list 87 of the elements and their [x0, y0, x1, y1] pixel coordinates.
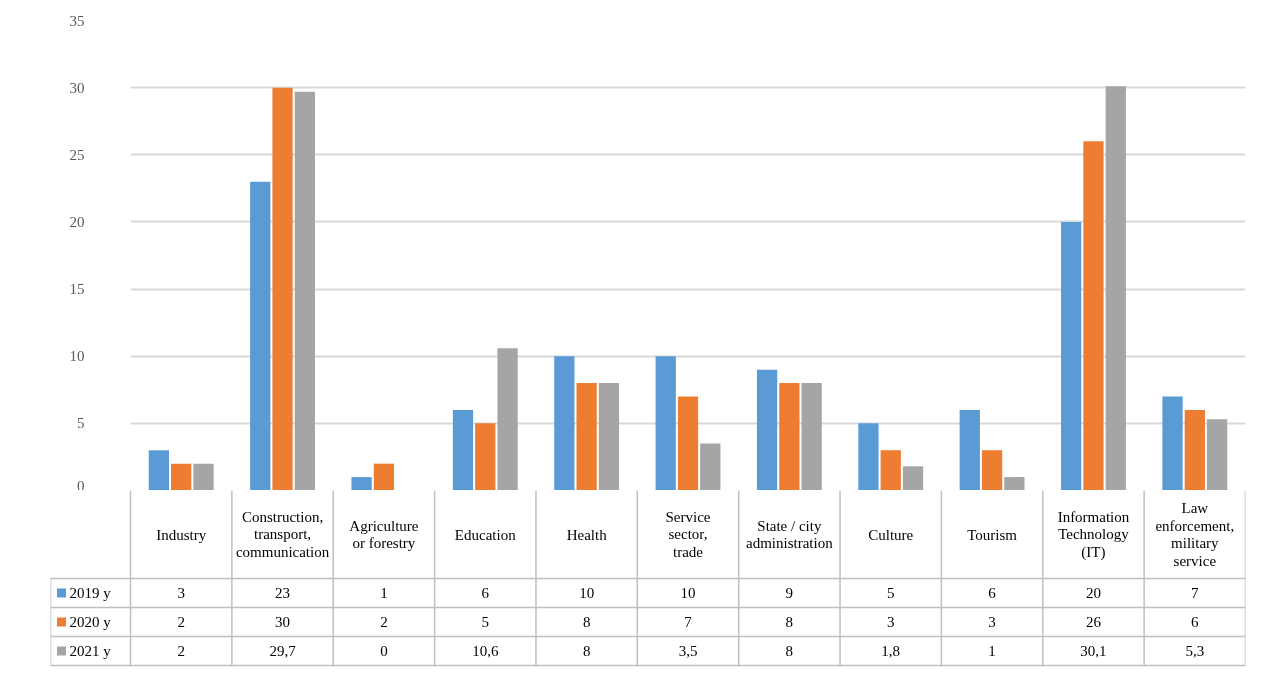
y-tick-label: 0 — [77, 477, 85, 494]
legend-label: 2020 y — [69, 614, 112, 630]
data-label: 2 — [380, 614, 388, 630]
data-label: 6 — [481, 585, 490, 601]
data-label: 5,3 — [1185, 643, 1205, 659]
y-tick-label: 25 — [69, 146, 85, 163]
x-tick-label: Health — [566, 526, 608, 543]
y-tick-label: 30 — [69, 79, 85, 96]
bar — [756, 369, 778, 490]
y-tick-label: 5 — [77, 415, 85, 432]
bar — [193, 463, 214, 490]
bar — [655, 356, 676, 490]
bar — [1184, 409, 1205, 490]
data-label: 3 — [177, 585, 185, 601]
x-tick-label: Agriculture or forestry — [349, 517, 419, 552]
y-tick-label: 15 — [69, 281, 85, 298]
data-label: 26 — [1085, 614, 1102, 630]
data-label: 2 — [177, 643, 185, 659]
bar — [1083, 141, 1104, 490]
bar — [475, 423, 496, 490]
data-label: 8 — [582, 643, 591, 659]
data-label: 6 — [1191, 614, 1200, 630]
data-label: 23 — [275, 585, 291, 601]
data-label: 7 — [1191, 585, 1200, 601]
bar — [779, 383, 800, 490]
data-label: 3 — [988, 614, 996, 630]
x-tick-label: Tourism — [967, 526, 1018, 543]
x-tick-label: Service sector, trade — [665, 508, 711, 561]
bar — [452, 409, 474, 490]
bar — [1162, 396, 1183, 490]
bar — [294, 91, 315, 490]
data-label: 7 — [684, 614, 693, 630]
bar — [598, 383, 620, 490]
x-tick-label: Law enforcement, military service — [1155, 500, 1235, 569]
x-tick-label: Information Technology (IT) — [1057, 508, 1130, 562]
x-tick-label: Education — [454, 526, 517, 543]
bar — [902, 466, 924, 490]
bar — [1061, 221, 1082, 490]
x-tick-label: Culture — [868, 526, 914, 543]
bar — [576, 383, 597, 490]
bar — [497, 348, 518, 490]
bar — [1004, 477, 1025, 490]
y-tick-label: 35 — [69, 12, 85, 29]
data-label: 30 — [275, 614, 291, 630]
x-tick-label: State / city administration — [746, 517, 834, 552]
data-label: 3,5 — [678, 643, 698, 659]
bar — [1206, 419, 1228, 490]
bar — [171, 463, 192, 490]
y-tick-label: 10 — [69, 348, 85, 365]
x-tick-label: Construction, transport, communication — [235, 508, 330, 561]
bar — [250, 181, 271, 490]
data-label: 1 — [988, 643, 996, 659]
data-label: 9 — [785, 585, 794, 601]
data-label: 10,6 — [472, 643, 499, 659]
bar — [554, 356, 575, 490]
data-label: 30,1 — [1080, 643, 1107, 659]
data-label: 10 — [579, 585, 595, 601]
data-label: 5 — [481, 614, 490, 630]
bar — [801, 383, 822, 490]
data-label: 0 — [380, 643, 388, 659]
bar — [373, 463, 395, 490]
bar — [981, 450, 1003, 490]
data-label: 8 — [582, 614, 591, 630]
bar — [677, 396, 699, 490]
bar — [700, 443, 721, 490]
bar — [148, 450, 170, 490]
x-tick-label: Industry — [156, 526, 207, 543]
bar — [858, 423, 879, 490]
bar — [1105, 86, 1126, 490]
data-label: 8 — [785, 614, 794, 630]
data-label: 2 — [177, 614, 185, 630]
data-label: 10 — [680, 585, 696, 601]
data-label: 20 — [1085, 585, 1101, 601]
data-label: 6 — [988, 585, 997, 601]
bar — [959, 409, 980, 490]
data-label: 1,8 — [881, 643, 901, 659]
data-label: 3 — [886, 614, 895, 630]
legend-label: 2021 y — [69, 643, 112, 659]
data-label: 8 — [785, 643, 794, 659]
legend-label: 2019 y — [69, 585, 112, 601]
y-tick-label: 20 — [69, 213, 85, 230]
data-label: 29,7 — [269, 643, 297, 659]
data-label: 5 — [886, 585, 895, 601]
bar — [272, 87, 293, 490]
data-label: 1 — [380, 585, 388, 601]
bar — [351, 477, 372, 490]
bar — [880, 450, 901, 490]
